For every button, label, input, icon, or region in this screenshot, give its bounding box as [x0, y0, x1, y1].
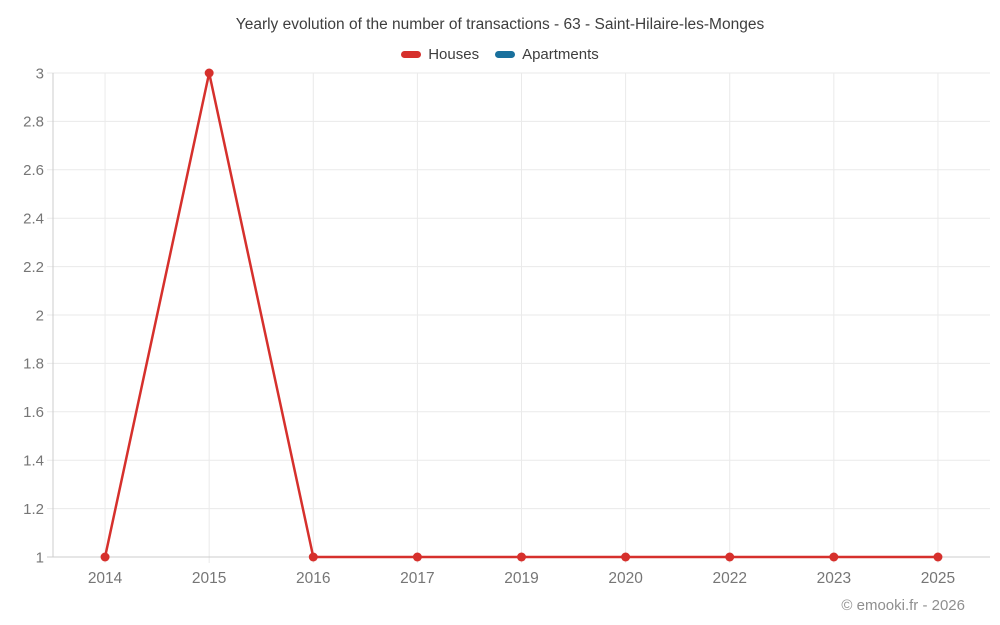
y-tick-label: 1 [36, 549, 44, 566]
data-point-marker-houses [829, 552, 839, 562]
data-point-marker-houses [933, 552, 943, 562]
y-tick-label: 3 [36, 65, 44, 82]
legend-label: Apartments [522, 46, 599, 63]
x-tick-label: 2017 [400, 570, 434, 587]
watermark-credit: © emooki.fr - 2026 [841, 597, 965, 614]
data-point-marker-houses [517, 552, 526, 562]
y-tick-label: 2.8 [23, 114, 44, 131]
y-tick-label: 1.2 [23, 501, 44, 518]
y-tick-label: 1.6 [23, 404, 44, 421]
x-tick-label: 2016 [296, 570, 330, 587]
chart-title: Yearly evolution of the number of transa… [235, 16, 765, 33]
y-tick-label: 2.4 [23, 210, 44, 227]
x-tick-label: 2022 [712, 570, 746, 587]
data-point-marker-houses [725, 552, 735, 562]
data-point-marker-houses [100, 552, 110, 562]
data-point-marker-houses [621, 552, 631, 562]
x-tick-label: 2025 [921, 570, 955, 587]
legend-swatch-apartments [495, 51, 516, 58]
y-tick-label: 2.6 [23, 162, 44, 179]
data-point-marker-houses [308, 552, 318, 562]
legend-item-houses[interactable]: Houses [401, 46, 479, 63]
legend-swatch-houses [401, 51, 422, 58]
data-point-marker-houses [204, 68, 214, 78]
x-tick-label: 2019 [504, 570, 538, 587]
y-tick-label: 1.4 [23, 452, 44, 469]
y-tick-label: 1.8 [23, 356, 44, 373]
x-tick-label: 2020 [608, 570, 643, 587]
legend-item-apartments[interactable]: Apartments [495, 46, 599, 63]
y-tick-label: 2.2 [23, 259, 44, 276]
data-point-marker-houses [412, 552, 422, 562]
legend-label: Houses [428, 46, 480, 63]
x-tick-label: 2015 [192, 570, 226, 587]
chart-legend: Houses Apartments [0, 46, 1000, 63]
x-tick-label: 2023 [817, 570, 851, 587]
x-tick-label: 2014 [88, 570, 123, 587]
y-tick-label: 2 [36, 307, 44, 324]
